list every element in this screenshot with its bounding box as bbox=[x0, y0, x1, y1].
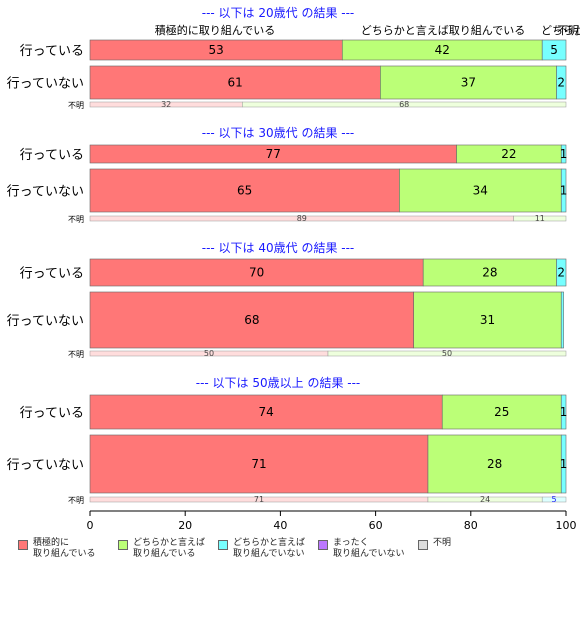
chart-legend: 積極的に 取り組んでいる どちらかと言えば 取り組んでいる どちらかと言えば 取り組… bbox=[18, 538, 508, 560]
bar-segment bbox=[422, 258, 557, 287]
row-label: 行っている bbox=[20, 267, 84, 282]
unknown-data-label: 32 bbox=[161, 100, 171, 109]
bar-segment bbox=[441, 394, 562, 430]
row-label: 行っていない bbox=[7, 458, 84, 473]
row-label: 行っていない bbox=[7, 314, 84, 329]
unknown-row-label: 不明 bbox=[68, 101, 84, 110]
data-label: 1 bbox=[560, 405, 568, 419]
data-label: 42 bbox=[435, 43, 450, 57]
x-tick-label: 0 bbox=[87, 519, 94, 532]
annotation-label: どちらかと言えば取り組んでいる bbox=[361, 24, 525, 37]
group-title: --- 以下は 30歳代 の結果 --- bbox=[202, 126, 355, 140]
bar-segment bbox=[413, 291, 562, 349]
annotation-label: どちらか bbox=[541, 24, 580, 37]
data-label: 2 bbox=[557, 266, 565, 280]
data-label: 22 bbox=[501, 147, 516, 161]
bar-segment bbox=[560, 291, 564, 349]
legend-swatch bbox=[118, 540, 128, 550]
legend-swatch bbox=[218, 540, 228, 550]
data-label: 31 bbox=[480, 313, 495, 327]
data-label: 71 bbox=[251, 457, 266, 471]
legend-item: 不明 bbox=[418, 538, 508, 560]
bar-segment bbox=[399, 168, 562, 213]
data-label: 1 bbox=[560, 147, 568, 161]
data-label: 2 bbox=[557, 76, 565, 90]
unknown-row-label: 不明 bbox=[68, 350, 84, 359]
legend-swatch bbox=[318, 540, 328, 550]
bar-segment bbox=[89, 65, 381, 100]
unknown-segment bbox=[541, 496, 567, 503]
legend-swatch bbox=[18, 540, 28, 550]
data-label: 70 bbox=[249, 266, 264, 280]
group-title: --- 以下は 20歳代 の結果 --- bbox=[202, 6, 355, 20]
bar-segment bbox=[556, 258, 567, 287]
unknown-data-label: 68 bbox=[399, 100, 409, 109]
legend-item: どちらかと言えば 取り組んでいる bbox=[118, 538, 208, 560]
bar-segment bbox=[560, 394, 567, 430]
unknown-segment bbox=[513, 215, 567, 222]
legend-label: どちらかと言えば 取り組んでいる bbox=[133, 538, 206, 559]
group-title: --- 以下は 40歳代 の結果 --- bbox=[202, 241, 355, 255]
annotation-label: 不明 bbox=[557, 24, 579, 37]
unknown-row-label: 不明 bbox=[68, 215, 84, 224]
bar-segment bbox=[89, 394, 443, 430]
data-label: 77 bbox=[266, 147, 281, 161]
data-label: 61 bbox=[228, 76, 243, 90]
row-label: 行っていない bbox=[7, 77, 84, 92]
data-label: 53 bbox=[208, 43, 223, 57]
bar-segment bbox=[560, 434, 567, 494]
data-label: 37 bbox=[461, 76, 476, 90]
data-label: 5 bbox=[550, 43, 558, 57]
bar-segment bbox=[89, 258, 424, 287]
unknown-data-label: 89 bbox=[297, 214, 307, 223]
bar-segment bbox=[556, 65, 567, 100]
unknown-data-label: 11 bbox=[535, 214, 545, 223]
data-label: 1 bbox=[560, 457, 568, 471]
data-label: 25 bbox=[494, 405, 509, 419]
bar-segment bbox=[89, 434, 429, 494]
bar-segment bbox=[560, 144, 567, 164]
legend-label: まったく 取り組んでいない bbox=[333, 538, 405, 559]
legend-label: 積極的に 取り組んでいる bbox=[33, 538, 96, 559]
x-tick-label: 80 bbox=[464, 519, 478, 532]
bar-segment bbox=[560, 168, 567, 213]
bar-segment bbox=[89, 291, 414, 349]
legend-label: 不明 bbox=[433, 538, 452, 548]
legend-item: 積極的に 取り組んでいる bbox=[18, 538, 108, 560]
data-label: 68 bbox=[244, 313, 259, 327]
data-label: 1 bbox=[560, 184, 568, 198]
row-label: 行っている bbox=[20, 148, 84, 163]
legend-label: どちらかと言えば 取り組んでいない bbox=[233, 538, 306, 559]
x-tick-label: 60 bbox=[369, 519, 383, 532]
legend-item: どちらかと言えば 取り組んでいない bbox=[218, 538, 308, 560]
data-label: 74 bbox=[258, 405, 273, 419]
data-label: 65 bbox=[237, 184, 252, 198]
row-label: 行っていない bbox=[7, 185, 84, 200]
unknown-data-label: 50 bbox=[442, 349, 452, 358]
bar-segment bbox=[89, 168, 400, 213]
group-title: --- 以下は 50歳以上 の結果 --- bbox=[196, 376, 361, 390]
data-label: 28 bbox=[487, 457, 502, 471]
unknown-segment bbox=[327, 350, 567, 357]
bar-segment bbox=[427, 434, 562, 494]
bar-segment bbox=[541, 39, 567, 61]
data-label: 34 bbox=[473, 184, 488, 198]
unknown-data-label: 50 bbox=[204, 349, 214, 358]
row-label: 行っている bbox=[20, 406, 84, 421]
bar-segment bbox=[380, 65, 557, 100]
data-label: 28 bbox=[482, 266, 497, 280]
unknown-data-label: 71 bbox=[254, 495, 264, 504]
x-tick-label: 40 bbox=[273, 519, 287, 532]
legend-item: まったく 取り組んでいない bbox=[318, 538, 408, 560]
unknown-row-label: 不明 bbox=[68, 496, 84, 505]
legend-swatch bbox=[418, 540, 428, 550]
unknown-data-label: 24 bbox=[480, 495, 490, 504]
row-label: 行っている bbox=[20, 44, 84, 59]
x-tick-label: 20 bbox=[178, 519, 192, 532]
unknown-data-label: 5 bbox=[552, 495, 557, 504]
annotation-label: 積極的に取り組んでいる bbox=[155, 23, 275, 37]
unknown-segment bbox=[242, 101, 567, 108]
x-tick-label: 100 bbox=[556, 519, 577, 532]
